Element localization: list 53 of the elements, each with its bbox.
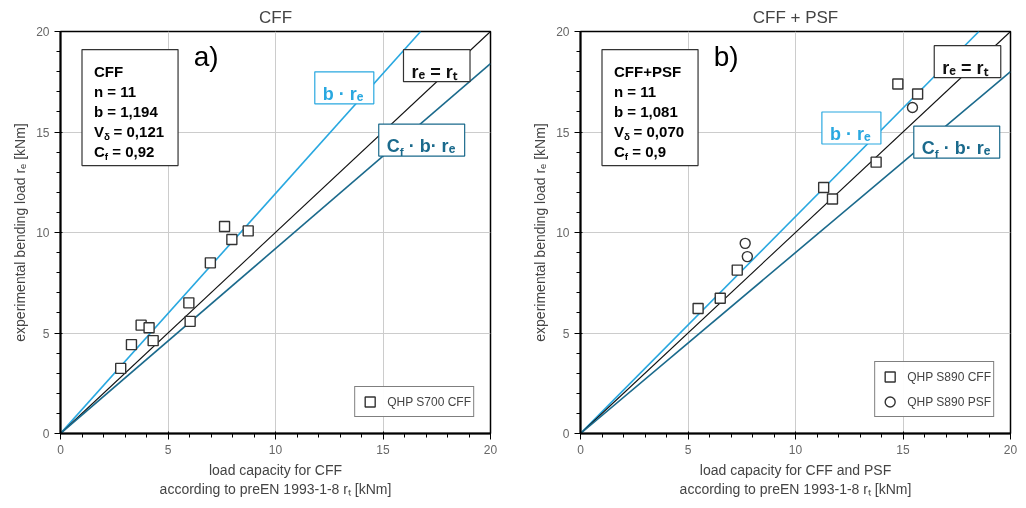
y-axis-title: experimental bending load rₑ [kNm] <box>12 123 29 342</box>
point <box>183 297 195 309</box>
point <box>911 88 924 100</box>
x-tick-label: 15 <box>896 442 910 457</box>
point <box>218 220 231 233</box>
x-axis-title: load capacity for CFF according to preEN 1993-1-8 rₜ [kNm] <box>159 461 392 497</box>
annotation: b) <box>713 40 739 72</box>
point <box>184 315 196 328</box>
point <box>870 156 882 168</box>
legend-label: QHP S890 PSF <box>907 393 991 411</box>
y-tick-label: 10 <box>556 226 570 240</box>
point <box>731 264 743 276</box>
y-tick-label: 5 <box>42 326 50 341</box>
x-tick-label: 0 <box>577 442 585 457</box>
legend-label: QHP S890 CFF <box>907 368 991 386</box>
chart-title: CFF + PSF <box>752 7 839 27</box>
x-tick-label: 10 <box>788 442 803 457</box>
point <box>143 322 155 334</box>
y-tick-label: 0 <box>42 427 50 441</box>
point <box>817 181 830 194</box>
y-tick-label: 5 <box>562 326 570 341</box>
x-tick-label: 15 <box>376 442 390 457</box>
point <box>226 233 238 246</box>
y-tick-label: 20 <box>556 25 570 39</box>
point <box>892 78 904 90</box>
x-tick-label: 5 <box>164 442 172 457</box>
y-tick-label: 10 <box>36 226 50 240</box>
point <box>115 362 127 375</box>
y-tick-label: 15 <box>36 125 50 140</box>
series-label: b · rₑ <box>322 83 364 104</box>
series-label: rₑ = rₜ <box>942 57 989 78</box>
point <box>242 225 254 237</box>
chart-title: CFF <box>258 7 293 27</box>
y-tick-label: 0 <box>562 427 570 441</box>
point <box>826 193 839 205</box>
y-axis-title: experimental bending load rₑ [kNm] <box>532 123 549 342</box>
x-tick-label: 0 <box>57 442 65 457</box>
point <box>204 257 217 269</box>
x-tick-label: 10 <box>268 442 283 457</box>
series-label: b · rₑ <box>829 123 871 144</box>
y-tick-label: 20 <box>36 25 50 39</box>
x-axis-title: load capacity for CFF and PSF according to preEN 1993-1-8 rₜ [kNm] <box>679 461 912 497</box>
x-tick-label: 20 <box>1003 442 1018 457</box>
point <box>125 338 138 351</box>
x-tick-label: 20 <box>483 442 498 457</box>
point <box>714 292 726 304</box>
legend-label: QHP S700 CFF <box>387 393 471 411</box>
point <box>147 334 159 347</box>
series-label: rₑ = rₜ <box>411 61 458 82</box>
x-tick-label: 5 <box>684 442 692 457</box>
point <box>692 302 704 315</box>
y-tick-label: 15 <box>556 125 570 140</box>
annotation: a) <box>193 40 219 72</box>
